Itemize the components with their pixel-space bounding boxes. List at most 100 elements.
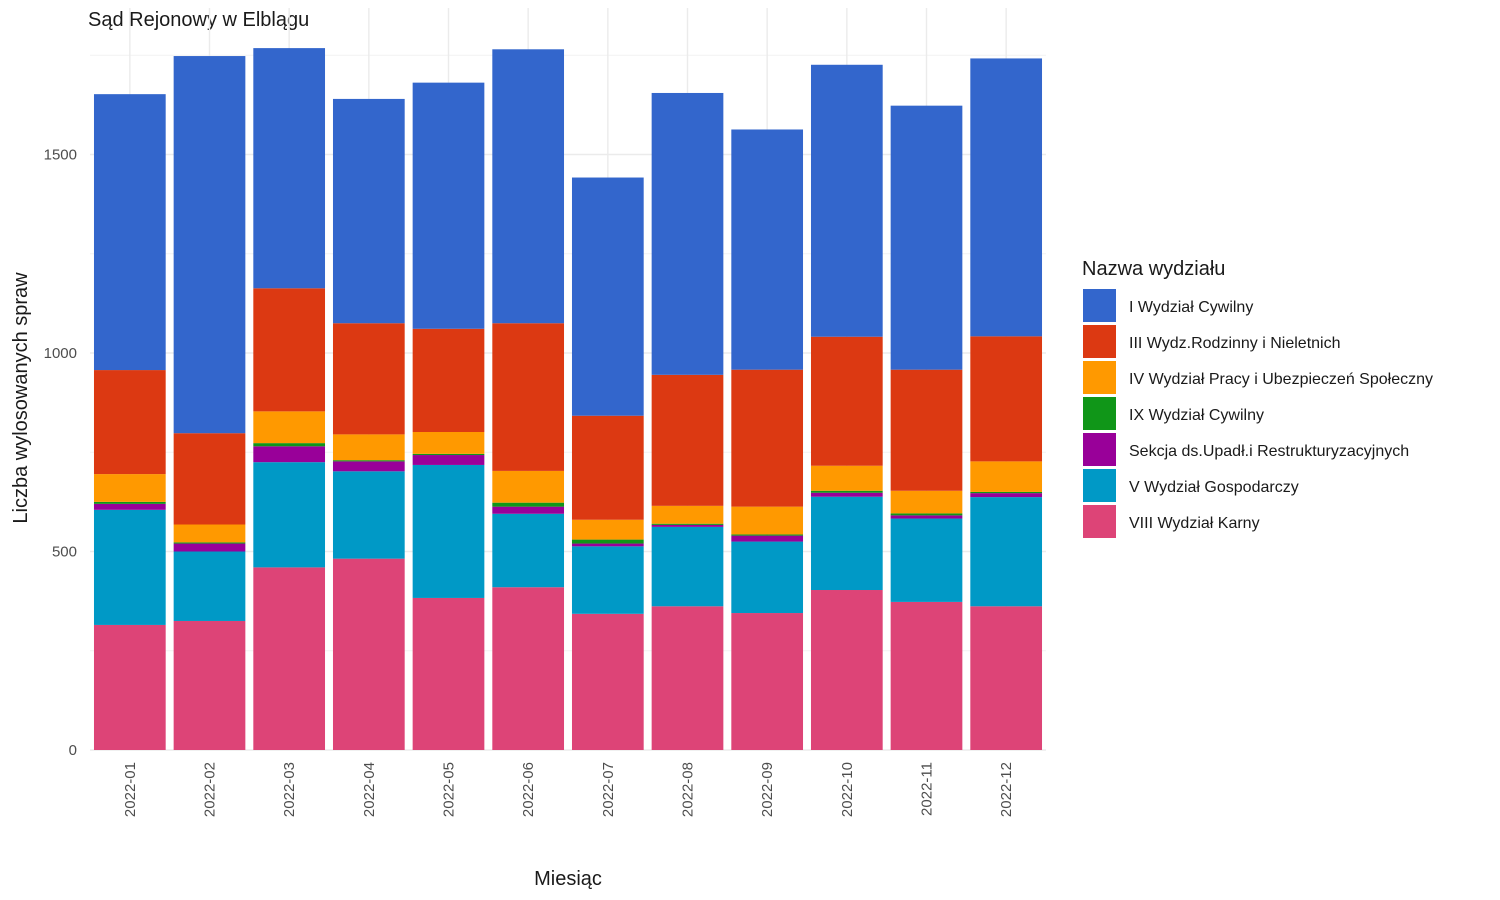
bar-segment [970, 497, 1043, 607]
x-tick-label: 2022-06 [520, 762, 537, 817]
y-axis: 0 500 1000 1500 [44, 147, 77, 760]
x-tick-label: 2022-07 [600, 762, 617, 817]
legend-swatch [1083, 433, 1116, 466]
bar-segment [651, 526, 724, 607]
bar-segment [93, 474, 166, 502]
bar-segment [651, 374, 724, 506]
legend-title: Nazwa wydziału [1082, 258, 1225, 280]
legend-swatch [1083, 289, 1116, 322]
bar-segment [810, 336, 883, 466]
x-tick-label: 2022-08 [680, 762, 697, 817]
bar-segment [890, 513, 963, 516]
bar-segment [332, 323, 405, 435]
bar-segment [890, 369, 963, 491]
bar-segment [492, 49, 565, 324]
bar-segment [731, 535, 804, 542]
bar-segment [173, 542, 246, 544]
bar-segment [731, 506, 804, 535]
bar-segment [571, 539, 644, 544]
bar-segment [571, 177, 644, 416]
x-tick-label: 2022-03 [281, 762, 298, 817]
bar-segment [571, 519, 644, 540]
bar-segment [890, 601, 963, 750]
bar-segment [890, 515, 963, 519]
bar-segment [93, 624, 166, 750]
legend-swatch [1083, 397, 1116, 430]
bar-segment [492, 502, 565, 507]
bar-segment [173, 620, 246, 750]
bar-segment [651, 505, 724, 524]
y-axis-title: Liczba wylosowanych spraw [10, 272, 32, 524]
bar-segment [253, 48, 326, 289]
legend-swatch [1083, 361, 1116, 394]
bar-segment [412, 597, 485, 750]
plot-bars [93, 48, 1043, 750]
bar-segment [492, 513, 565, 588]
bar-segment [332, 461, 405, 472]
x-tick-label: 2022-10 [839, 762, 856, 817]
bar-segment [731, 129, 804, 370]
bar-segment [810, 496, 883, 591]
bar-segment [731, 534, 804, 536]
bar-segment [571, 546, 644, 614]
bar-segment [970, 606, 1043, 750]
legend-item-label: Sekcja ds.Upadł.i Restrukturyzacyjnych [1129, 443, 1409, 460]
bar-segment [810, 492, 883, 497]
bar-segment [890, 518, 963, 602]
legend-item-label: VIII Wydział Karny [1129, 515, 1260, 532]
bar-segment [890, 105, 963, 370]
bar-segment [731, 613, 804, 750]
bar-segment [412, 82, 485, 329]
bar-segment [93, 94, 166, 371]
bar-segment [492, 587, 565, 750]
bar-segment [970, 461, 1043, 492]
bar-segment [890, 490, 963, 514]
x-tick-label: 2022-04 [361, 762, 378, 817]
chart-title: Sąd Rejonowy w Elblągu [88, 9, 309, 31]
bar-segment [731, 541, 804, 614]
bar-segment [412, 432, 485, 454]
bar-segment [970, 336, 1043, 462]
x-axis-title: Miesiąc [534, 868, 602, 890]
x-axis: 2022-01 2022-02 2022-03 2022-04 2022-05 2022-… [122, 762, 1015, 817]
bar-segment [253, 288, 326, 412]
bar-segment [173, 433, 246, 525]
bar-segment [492, 506, 565, 514]
bar-segment [571, 613, 644, 750]
bar-segment [412, 328, 485, 433]
bar-segment [571, 415, 644, 520]
bar-segment [492, 323, 565, 471]
y-tick-label: 1500 [44, 147, 77, 164]
legend-item-label: IV Wydział Pracy i Ubezpieczeń Społeczny [1129, 371, 1433, 388]
bar-segment [970, 493, 1043, 498]
bar-segment [332, 471, 405, 559]
bar-segment [93, 370, 166, 475]
y-tick-label: 500 [52, 544, 77, 561]
bar-segment [253, 411, 326, 444]
bar-segment [810, 64, 883, 337]
x-tick-label: 2022-12 [998, 762, 1015, 817]
bar-segment [651, 523, 724, 525]
legend: I Wydział Cywilny III Wydz.Rodzinny i Nie… [1083, 289, 1433, 538]
bar-segment [810, 490, 883, 493]
legend-swatch [1083, 469, 1116, 502]
bar-segment [970, 58, 1043, 337]
bar-segment [731, 369, 804, 507]
bar-segment [651, 606, 724, 750]
bar-segment [173, 56, 246, 434]
bar-segment [332, 460, 405, 462]
bar-segment [412, 455, 485, 465]
bar-segment [253, 446, 326, 463]
bar-segment [810, 465, 883, 491]
legend-item-label: IX Wydział Cywilny [1129, 407, 1264, 424]
bar-segment [810, 590, 883, 750]
y-tick-label: 0 [69, 742, 77, 759]
bar-segment [651, 92, 724, 375]
legend-item-label: III Wydz.Rodzinny i Nieletnich [1129, 335, 1341, 352]
bar-segment [173, 551, 246, 621]
bar-segment [253, 443, 326, 447]
legend-swatch [1083, 505, 1116, 538]
bar-segment [412, 453, 485, 456]
legend-item-label: V Wydział Gospodarczy [1129, 479, 1299, 496]
